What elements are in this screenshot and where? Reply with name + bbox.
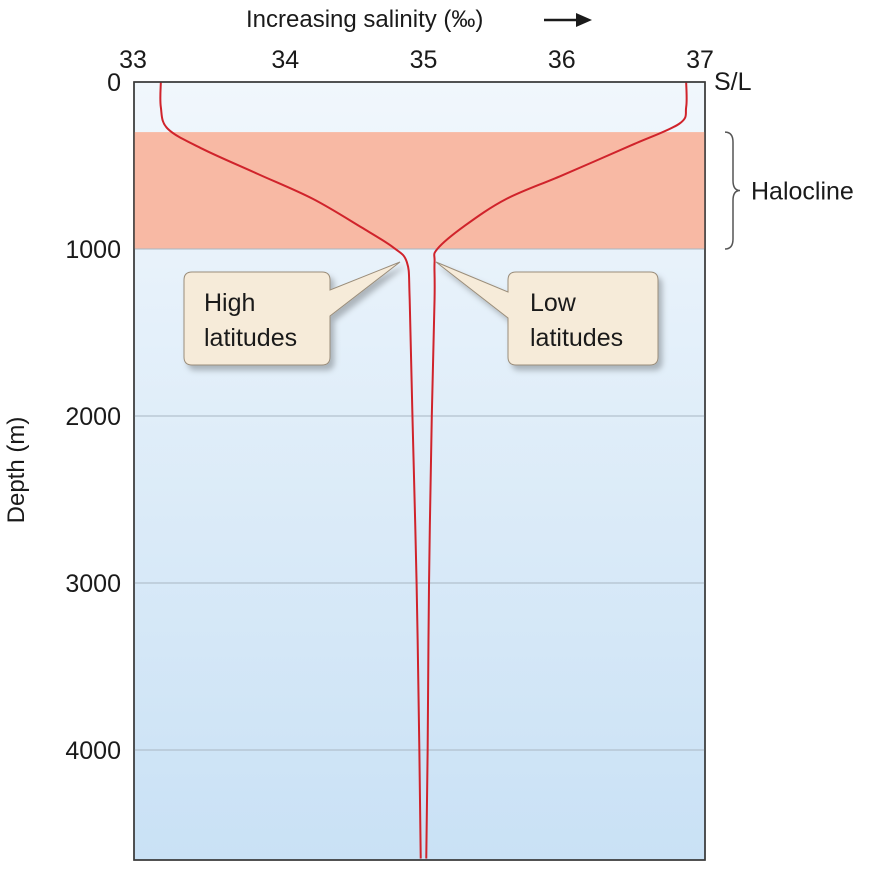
y-tick-label-3000: 3000 bbox=[65, 570, 121, 598]
x-axis-arrow-icon bbox=[544, 13, 592, 27]
x-tick-label-35: 35 bbox=[410, 46, 438, 74]
plot-frame bbox=[133, 81, 706, 861]
halocline-bracket bbox=[724, 131, 741, 250]
y-tick-label-4000: 4000 bbox=[65, 737, 121, 765]
x-tick-label-34: 34 bbox=[271, 46, 299, 74]
x-tick-labels: 33 34 35 36 37 bbox=[119, 46, 714, 74]
x-tick-label-36: 36 bbox=[548, 46, 576, 74]
y-axis-title: Depth (m) bbox=[3, 417, 30, 524]
callout-low-latitudes: Low latitudes bbox=[435, 261, 659, 366]
x-tick-label-37: 37 bbox=[686, 46, 714, 74]
callout-high-latitudes-label: High latitudes bbox=[204, 289, 297, 352]
series-line-high-latitudes bbox=[159, 81, 422, 859]
surface-label: S/L bbox=[714, 68, 752, 96]
halocline-band bbox=[134, 132, 705, 249]
callout-high-latitudes: High latitudes bbox=[183, 261, 401, 366]
y-tick-labels: 0 1000 2000 3000 4000 bbox=[65, 69, 121, 765]
y-tick-label-2000: 2000 bbox=[65, 403, 121, 431]
salinity-curves bbox=[159, 81, 688, 859]
y-tick-label-1000: 1000 bbox=[65, 236, 121, 264]
series-line-low-latitudes bbox=[425, 81, 688, 859]
callout-low-latitudes-label: Low latitudes bbox=[530, 289, 623, 352]
x-axis-title: Increasing salinity (‰) bbox=[246, 6, 483, 33]
x-tick-label-33: 33 bbox=[119, 46, 147, 74]
y-tick-label-0: 0 bbox=[107, 69, 121, 97]
halocline-label: Halocline bbox=[751, 178, 854, 206]
